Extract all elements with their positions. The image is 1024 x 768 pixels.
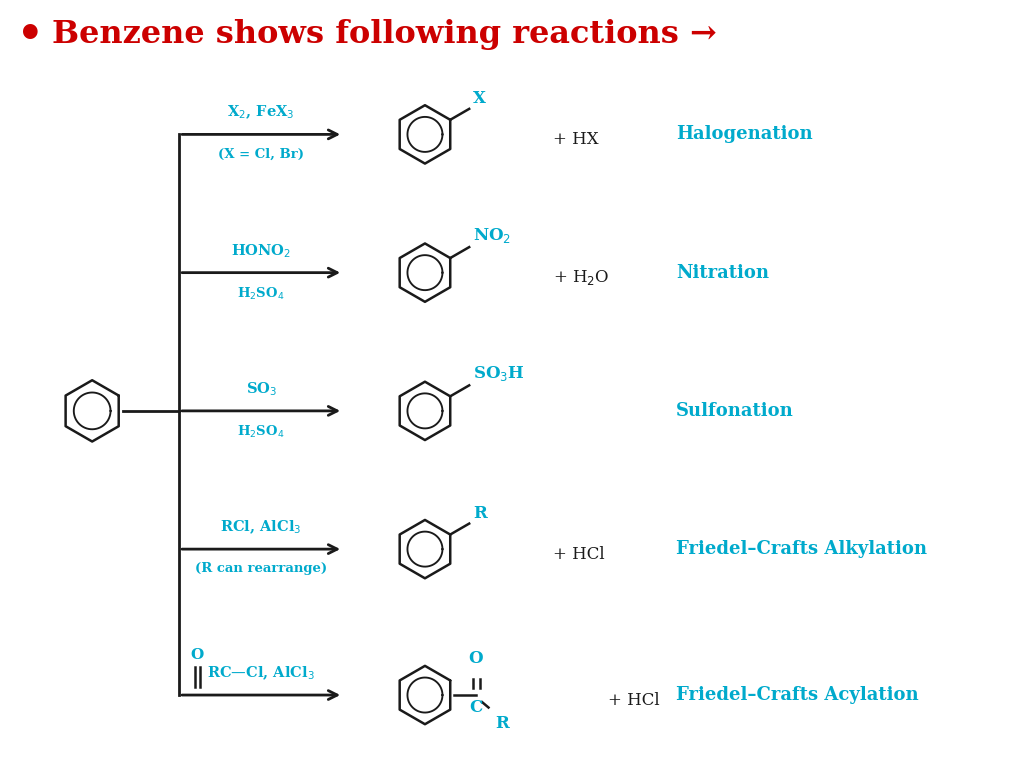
Text: + H$_2$O: + H$_2$O [553, 268, 609, 287]
Text: C: C [469, 699, 482, 716]
Text: O: O [190, 648, 204, 662]
Text: H$_2$SO$_4$: H$_2$SO$_4$ [238, 286, 285, 302]
Text: (R can rearrange): (R can rearrange) [195, 562, 328, 575]
Text: X: X [473, 90, 486, 107]
Text: Friedel–Crafts Alkylation: Friedel–Crafts Alkylation [676, 540, 927, 558]
Text: RC—Cl, AlCl$_3$: RC—Cl, AlCl$_3$ [207, 664, 315, 682]
Text: + HCl: + HCl [553, 545, 604, 563]
Text: R: R [473, 505, 487, 521]
Text: Halogenation: Halogenation [676, 125, 812, 144]
Text: (X = Cl, Br): (X = Cl, Br) [218, 147, 304, 161]
Text: Nitration: Nitration [676, 263, 769, 282]
Text: SO$_3$: SO$_3$ [246, 380, 276, 398]
Text: HONO$_2$: HONO$_2$ [231, 242, 291, 260]
Text: O: O [469, 650, 483, 667]
Text: H$_2$SO$_4$: H$_2$SO$_4$ [238, 424, 285, 440]
Text: NO$_2$: NO$_2$ [473, 226, 511, 245]
Text: SO$_3$H: SO$_3$H [473, 364, 524, 383]
Text: •: • [16, 14, 43, 55]
Text: X$_2$, FeX$_3$: X$_2$, FeX$_3$ [227, 104, 295, 121]
Text: + HX: + HX [553, 131, 599, 148]
Text: Benzene shows following reactions →: Benzene shows following reactions → [52, 19, 717, 50]
Text: Friedel–Crafts Acylation: Friedel–Crafts Acylation [676, 686, 919, 704]
Text: R: R [496, 714, 509, 731]
Text: RCl, AlCl$_3$: RCl, AlCl$_3$ [220, 518, 302, 536]
Text: + HCl: + HCl [608, 691, 659, 709]
Text: Sulfonation: Sulfonation [676, 402, 794, 420]
